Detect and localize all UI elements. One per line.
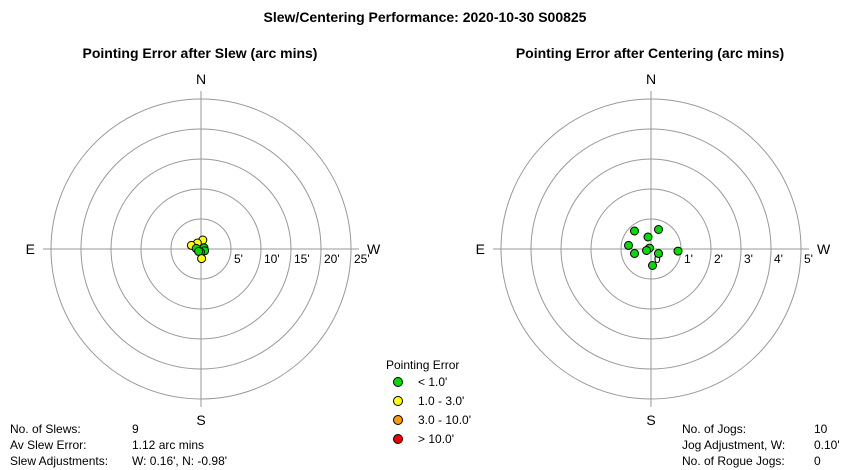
- error-point: [624, 240, 633, 250]
- centering-polar-plot: N S E W 0' 1' 2' 3' 4' 5': [476, 71, 831, 428]
- legend-label: < 1.0': [418, 375, 448, 389]
- compass-west: W: [367, 241, 381, 257]
- ring-label: 25': [354, 252, 370, 266]
- slew-stat-adjustments: Slew Adjustments: W: 0.16', N: -0.98': [10, 453, 227, 469]
- legend-item-3to10: 3.0 - 10.0': [386, 411, 471, 430]
- ring-label: 1': [684, 252, 693, 266]
- legend-label: 3.0 - 10.0': [418, 413, 471, 427]
- legend-swatch: [393, 434, 403, 444]
- compass-east: E: [26, 241, 35, 257]
- ring-label: 4': [774, 252, 783, 266]
- legend-item-gt10: > 10.0': [386, 430, 471, 449]
- slew-stats: No. of Slews: 9 Av Slew Error: 1.12 arc mi…: [10, 421, 227, 469]
- compass-south: S: [196, 412, 205, 428]
- error-point: [648, 261, 657, 270]
- stat-label: Av Slew Error:: [10, 438, 87, 452]
- stat-label: Jog Adjustment, W:: [682, 438, 786, 452]
- ring-label: 0': [654, 252, 663, 266]
- legend-title: Pointing Error: [386, 358, 460, 372]
- error-point: [643, 232, 653, 242]
- error-point: [197, 254, 207, 264]
- ring-label: 10': [264, 252, 280, 266]
- ring-label: 3': [744, 252, 753, 266]
- legend-item-1to3: 1.0 - 3.0': [386, 392, 471, 411]
- ring-label: 20': [324, 252, 340, 266]
- slew-stat-count: No. of Slews: 9: [10, 421, 227, 437]
- compass-west: W: [817, 241, 831, 257]
- error-point: [673, 246, 683, 256]
- stat-value: 0: [814, 454, 821, 468]
- slew-stat-average: Av Slew Error: 1.12 arc mins: [10, 437, 227, 453]
- slew-polar-plot: N S E W 5' 10' 15' 20' 25': [26, 71, 381, 428]
- stat-label: No. of Rogue Jogs:: [682, 454, 785, 468]
- compass-north: N: [646, 71, 656, 87]
- stat-label: No. of Jogs:: [682, 422, 747, 436]
- pointing-error-legend: Pointing Error < 1.0' 1.0 - 3.0' 3.0 - 1…: [386, 357, 471, 449]
- legend-item-lt1: < 1.0': [386, 373, 471, 392]
- error-point: [630, 226, 639, 236]
- legend-label: 1.0 - 3.0': [418, 394, 465, 408]
- error-point: [654, 225, 663, 234]
- stat-value: 0.10': [814, 438, 840, 452]
- ring-label: 15': [294, 252, 310, 266]
- legend-swatch: [393, 415, 403, 425]
- jog-stat-rogue: No. of Rogue Jogs: 0: [682, 453, 840, 469]
- legend-swatch: [393, 377, 403, 387]
- jog-stats: No. of Jogs: 10 Jog Adjustment, W: 0.10' N…: [682, 421, 840, 469]
- error-point: [642, 246, 651, 255]
- ring-label: 5': [234, 252, 243, 266]
- legend-label: > 10.0': [418, 432, 454, 446]
- stat-label: No. of Slews:: [10, 422, 81, 436]
- ring-label: 5': [804, 252, 813, 266]
- main-title: Slew/Centering Performance: 2020-10-30 S…: [263, 9, 587, 25]
- error-point: [630, 249, 639, 258]
- ring-label: 2': [714, 252, 723, 266]
- centering-plot-title: Pointing Error after Centering (arc mins…: [515, 45, 785, 61]
- compass-east: E: [476, 241, 485, 257]
- stat-label: Slew Adjustments:: [10, 454, 109, 468]
- stat-value: 9: [132, 422, 139, 436]
- stat-value: 10: [814, 422, 828, 436]
- legend-swatch: [393, 396, 403, 406]
- jog-stat-adjustment: Jog Adjustment, W: 0.10': [682, 437, 840, 453]
- slew-plot-title: Pointing Error after Slew (arc mins): [82, 45, 318, 61]
- error-point: [654, 249, 663, 258]
- stat-value: 1.12 arc mins: [132, 438, 205, 452]
- stat-value: W: 0.16', N: -0.98': [132, 454, 228, 468]
- compass-south: S: [646, 412, 655, 428]
- jog-stat-count: No. of Jogs: 10: [682, 421, 840, 437]
- compass-north: N: [196, 71, 206, 87]
